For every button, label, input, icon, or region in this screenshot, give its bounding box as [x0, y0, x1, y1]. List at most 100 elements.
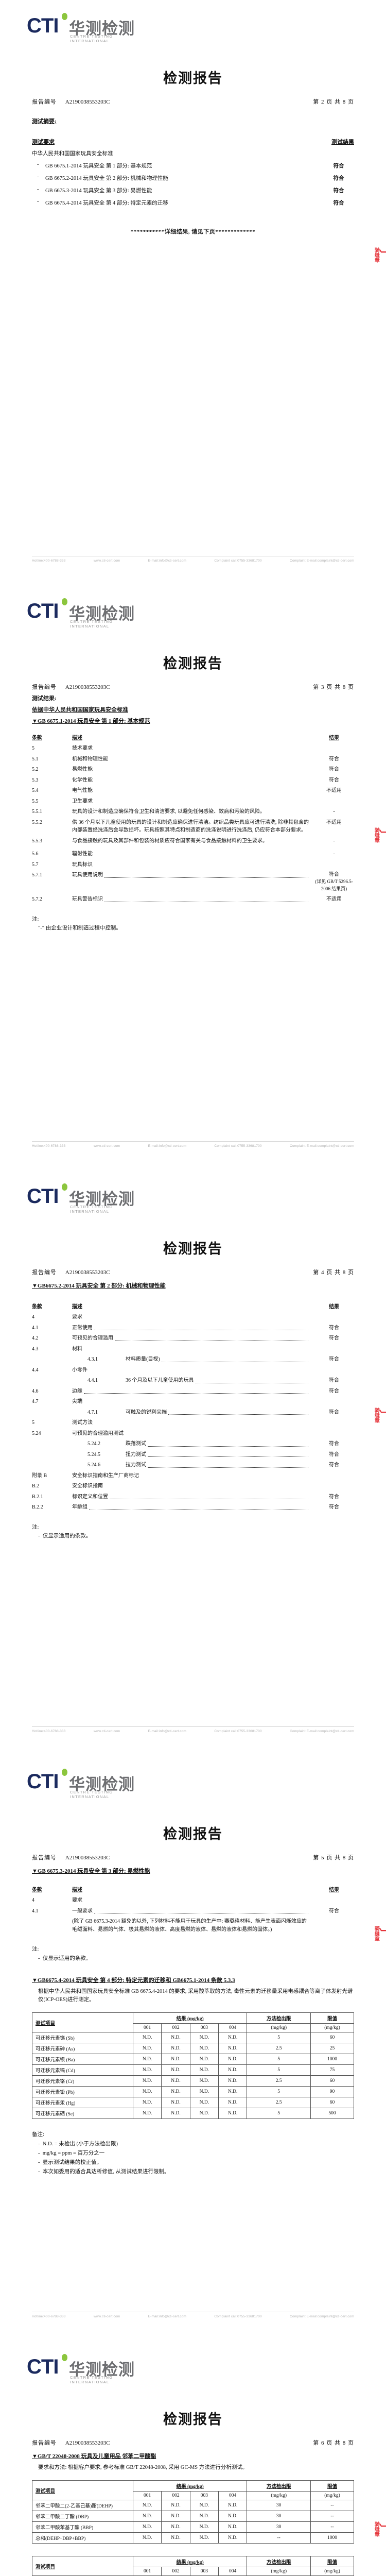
col-description: 描述 [72, 1887, 82, 1893]
clause-no: 附录 B [32, 1472, 47, 1479]
bullet-dash: - [37, 199, 39, 205]
clause-table: 条款 描述 结果 5 技术要求 5.1 机械和物理性能 符合 5.2 易燃性能 符合 5.… [32, 733, 354, 904]
footer-email[interactable]: E-mail:info@cti-cert.com [148, 1144, 186, 1148]
table-row: 5.6 辐射性能 - [32, 850, 354, 858]
clause-result: 符合 [329, 1441, 339, 1447]
cell-value: N.D. [161, 2043, 190, 2055]
continuation-notice: ***********详细结果, 请见下页************* [130, 229, 256, 235]
clause-no: B.2.1 [32, 1494, 43, 1500]
report-page-6: CTI 华测检测 CENTRE TESTING INTERNATIONAL 检测… [0, 2341, 386, 2576]
col-limit-unit: (mg/kg) [310, 2023, 354, 2033]
footer-complaint-call: Complaint call:0755-33681700 [214, 2315, 262, 2318]
cell-value: N.D. [132, 2511, 162, 2522]
footer-email[interactable]: E-mail:info@cti-cert.com [148, 1730, 186, 1733]
test-item: 可迁移元素镉 (Cd) [32, 2064, 133, 2076]
col-result: 结果 [329, 1887, 339, 1893]
clause-no: 4.4 [32, 1367, 39, 1373]
col-sample-002: 002 [161, 2491, 190, 2501]
footer-website[interactable]: www.cti-cert.com [93, 1144, 120, 1148]
sub-clause-no: 4.3.1 [87, 1357, 98, 1362]
footer-hotline: Hotline:400-6788-333 [32, 1730, 66, 1733]
cell-limit: 60 [310, 2075, 354, 2087]
clause-desc-dotted: 5.24.5 扭力测试 [72, 1451, 314, 1459]
cell-value: N.D. [189, 2108, 219, 2120]
page-current: 第 3 页 [313, 684, 333, 690]
clause-desc-dotted: 4.3.1 材料质量(目视) [72, 1355, 314, 1364]
report-number-value: A2190038553203C [65, 1855, 110, 1861]
table-row: 可迁移元素硒 (Se) N.D. N.D. N.D. N.D. 5 500 [32, 2108, 354, 2120]
standard-group-label: 中华人民共和国国家玩具安全标准 [32, 151, 113, 157]
phthalates-table-2: 测试项目 结果 (mg/kg) 方法检出限 限值 001 002 003 004… [32, 2556, 354, 2576]
table-row: 5.4 电气性能 不适用 [32, 787, 354, 795]
logo-english-text: CENTRE TESTING INTERNATIONAL [70, 34, 113, 43]
table-row: B.2.1 标识定义和位置 符合 [32, 1493, 354, 1501]
table-row: 4 要求 [32, 1896, 354, 1905]
footer-website[interactable]: www.cti-cert.com [93, 1730, 120, 1733]
logo-chinese-text: 华测检测 [69, 605, 135, 623]
page-total: 共 8 页 [335, 1855, 354, 1861]
bullet-dash: - [37, 174, 39, 180]
clause-result-note: (详见 GB/T 5296.5-2006 结果页) [315, 879, 353, 891]
report-number-value: A2190038553203C [65, 1269, 110, 1276]
clause-desc-dotted: 4.7.1 可触及的锐利尖端 [72, 1409, 314, 1417]
clause-no: 4.3 [32, 1346, 39, 1352]
clause-desc: 扭力测试 [126, 1451, 146, 1458]
clause-desc: 电气性能 [72, 788, 93, 793]
cell-limit: 60 [310, 2032, 354, 2044]
section-heading: ▼GB/T 22048-2008 玩具及儿童用品 邻苯二甲酸酯 [32, 2453, 156, 2460]
clause-desc: 化学性能 [72, 777, 93, 783]
clause-desc: 可预见的合理滥用测试 [72, 1430, 124, 1436]
clause-result: - [333, 851, 335, 857]
table-row: 5.24.5 扭力测试 符合 [32, 1451, 354, 1459]
requirement-text: GB 6675.3-2014 玩具安全 第 3 部分: 易燃性能 [45, 188, 152, 194]
footer-email[interactable]: E-mail:info@cti-cert.com [148, 559, 186, 563]
table-row: 5.3 化学性能 符合 [32, 776, 354, 785]
clause-desc: 可预见的合理滥用 [72, 1335, 113, 1341]
report-number: 报告编号 A2190038553203C [32, 97, 110, 106]
footer-complaint-email[interactable]: Complaint E-mail:complaint@cti-cert.com [290, 559, 354, 563]
table-row: 可迁移元素铬 (Cr) N.D. N.D. N.D. N.D. 2.5 60 [32, 2075, 354, 2087]
test-item: 总和(DEHP+DBP+BBP) [32, 2532, 133, 2544]
footer-complaint-email[interactable]: Complaint E-mail:complaint@cti-cert.com [290, 1144, 354, 1148]
report-number-label: 报告编号 [32, 2440, 57, 2446]
col-test-item: 测试项目 [32, 2556, 133, 2576]
clause-result: 符合 [329, 1325, 339, 1331]
table-row: (除了 GB 6675.3-2014 豁免的以外, 下列材料不能用于玩具的生产中… [32, 1918, 354, 1934]
col-detection-limit: 方法检出限 [247, 2480, 311, 2492]
cell-dl: 2.5 [247, 2043, 311, 2055]
footer-complaint-email[interactable]: Complaint E-mail:complaint@cti-cert.com [290, 2315, 354, 2318]
table-row: 4.4 小零件 [32, 1366, 354, 1375]
test-item: 邻苯二甲酸二(2-乙基己基)酯(DEHP) [32, 2500, 133, 2512]
page-header: CTI 华测检测 CENTRE TESTING INTERNATIONAL [27, 0, 354, 58]
page-indicator: 第 4 页 共 8 页 [313, 1268, 354, 1276]
sub-clause-no: 5.24.6 [87, 1462, 100, 1468]
clause-no: 4.1 [32, 1908, 39, 1914]
footer-hotline: Hotline:400-6788-333 [32, 1144, 66, 1148]
clause-result: 符合 [329, 1462, 339, 1468]
col-sample-003: 003 [189, 2567, 219, 2576]
cell-value: N.D. [218, 2097, 248, 2109]
notes-block: 注: - 仅显示适用的条款。 [32, 1945, 354, 1963]
notes-heading: 注: [32, 916, 39, 922]
clause-desc: 技术要求 [72, 745, 93, 751]
clause-desc: 玩具警告标识 [72, 896, 103, 902]
test-item: 可迁移元素硒 (Se) [32, 2108, 133, 2120]
footer-website[interactable]: www.cti-cert.com [93, 559, 120, 563]
result-value: 符合 [333, 200, 344, 206]
test-item: 可迁移元素锑 (Sb) [32, 2032, 133, 2044]
table-row: 5.24.2 跌落测试 符合 [32, 1440, 354, 1448]
report-number: 报告编号 A2190038553203C [32, 683, 110, 691]
summary-table-header: 测试要求 测试结果 [32, 138, 354, 146]
footer-complaint-email[interactable]: Complaint E-mail:complaint@cti-cert.com [290, 1730, 354, 1733]
clause-desc: 一般要求 [72, 1908, 93, 1914]
clause-result: 不适用 [326, 819, 342, 825]
page-title: 检测报告 [163, 71, 223, 87]
footer-email[interactable]: E-mail:info@cti-cert.com [148, 2315, 186, 2318]
clause-desc: 可触及的锐利尖端 [126, 1409, 167, 1415]
report-number-value: A2190038553203C [65, 684, 110, 690]
logo-cti-text: CTI [27, 1770, 59, 1793]
footer-website[interactable]: www.cti-cert.com [93, 2315, 120, 2318]
cell-dl: 30 [247, 2500, 311, 2512]
table-row: 可迁移元素汞 (Hg) N.D. N.D. N.D. N.D. 2.5 60 [32, 2097, 354, 2109]
logo-chinese-text: 华测检测 [69, 1775, 135, 1794]
